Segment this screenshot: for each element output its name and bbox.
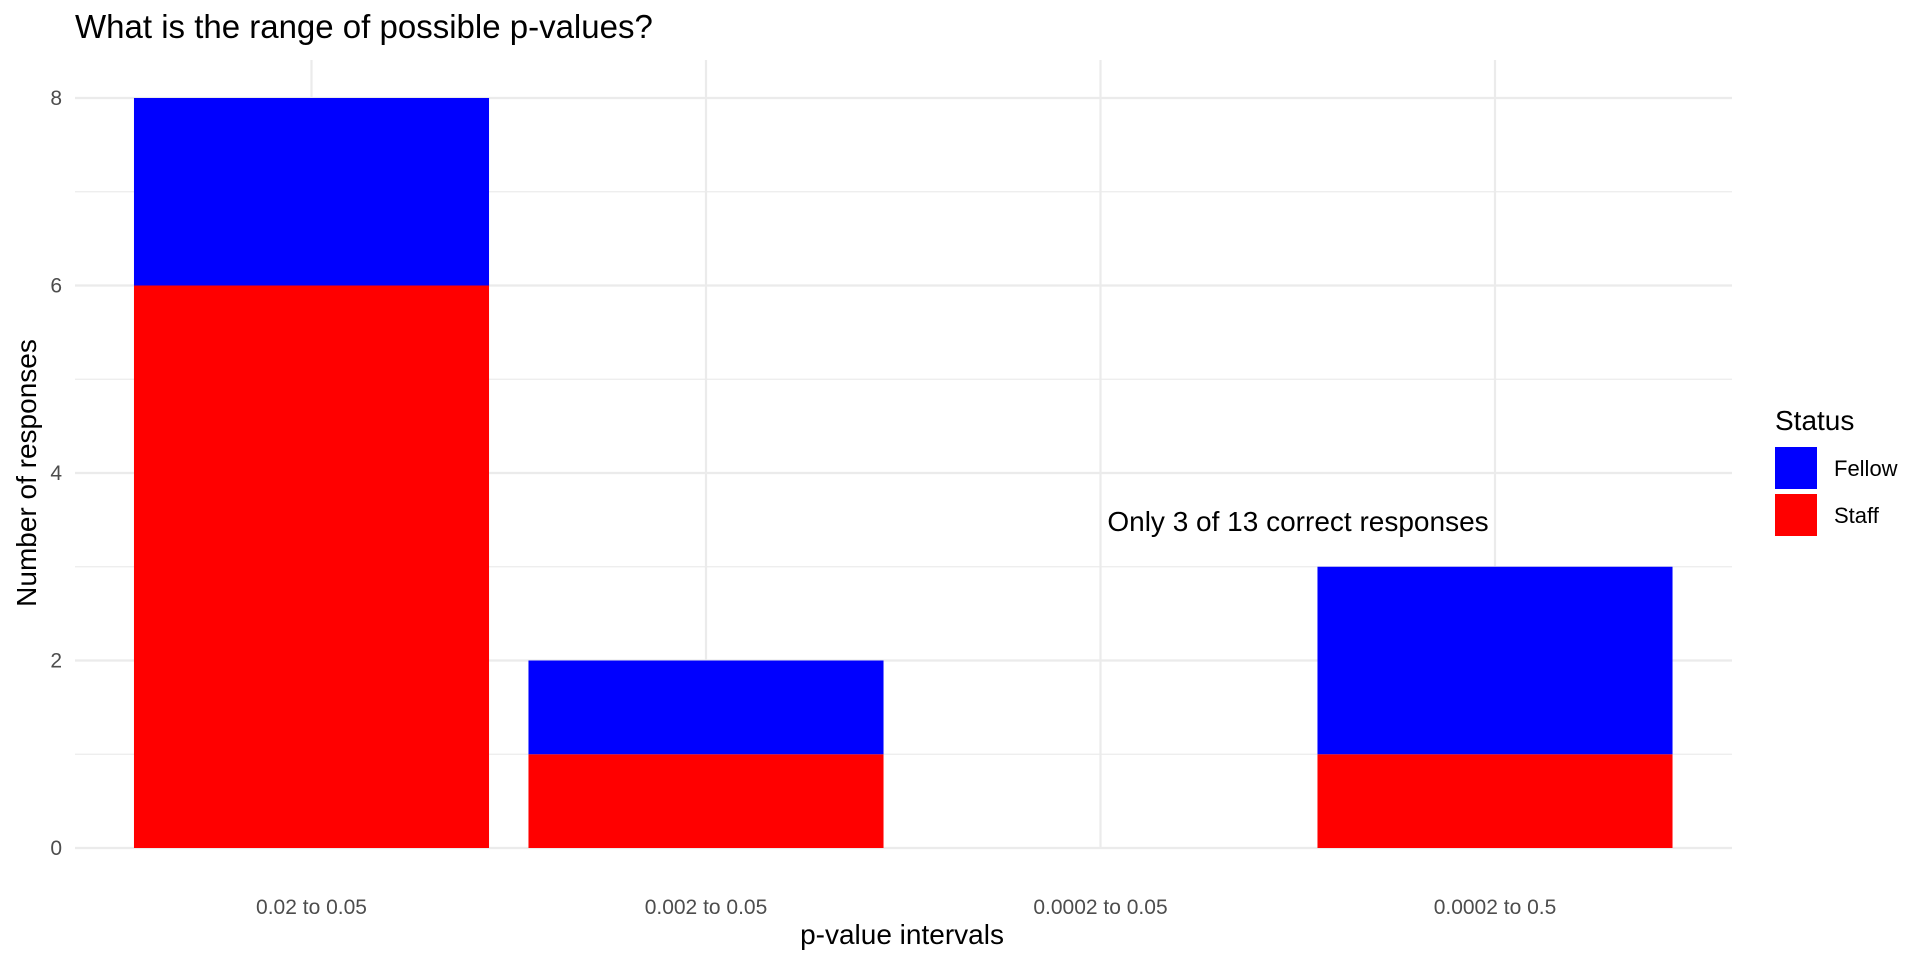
legend-key-staff xyxy=(1775,494,1817,536)
bar-fellow xyxy=(133,98,490,286)
x-axis-title: p-value intervals xyxy=(800,919,1004,950)
chart-title: What is the range of possible p-values? xyxy=(75,8,653,45)
y-tick-label: 8 xyxy=(50,87,62,110)
legend-key-fellow xyxy=(1775,447,1817,489)
legend-label-staff: Staff xyxy=(1834,503,1880,528)
legend-label-fellow: Fellow xyxy=(1834,456,1898,481)
y-tick-label: 4 xyxy=(50,462,62,485)
bar-staff xyxy=(133,285,490,848)
legend: Status Fellow Staff xyxy=(1775,405,1898,536)
y-axis-title: Number of responses xyxy=(11,339,42,607)
bar-staff xyxy=(528,754,884,848)
x-tick-label: 0.002 to 0.05 xyxy=(645,896,768,919)
y-tick-label: 0 xyxy=(50,837,62,860)
y-tick-labels: 0 2 4 6 8 xyxy=(50,87,62,860)
y-tick-label: 2 xyxy=(50,650,62,673)
x-tick-label: 0.02 to 0.05 xyxy=(256,896,367,919)
legend-title: Status xyxy=(1775,405,1854,436)
y-tick-label: 6 xyxy=(50,275,62,298)
bar-fellow xyxy=(528,660,884,755)
bar-staff xyxy=(1317,754,1673,848)
bars xyxy=(133,98,1673,848)
annotation-text: Only 3 of 13 correct responses xyxy=(1107,506,1488,537)
x-tick-label: 0.0002 to 0.05 xyxy=(1033,896,1167,919)
bar-fellow xyxy=(1317,566,1673,755)
x-tick-label: 0.0002 to 0.5 xyxy=(1434,896,1557,919)
x-tick-labels: 0.02 to 0.05 0.002 to 0.05 0.0002 to 0.05 0… xyxy=(256,896,1556,919)
